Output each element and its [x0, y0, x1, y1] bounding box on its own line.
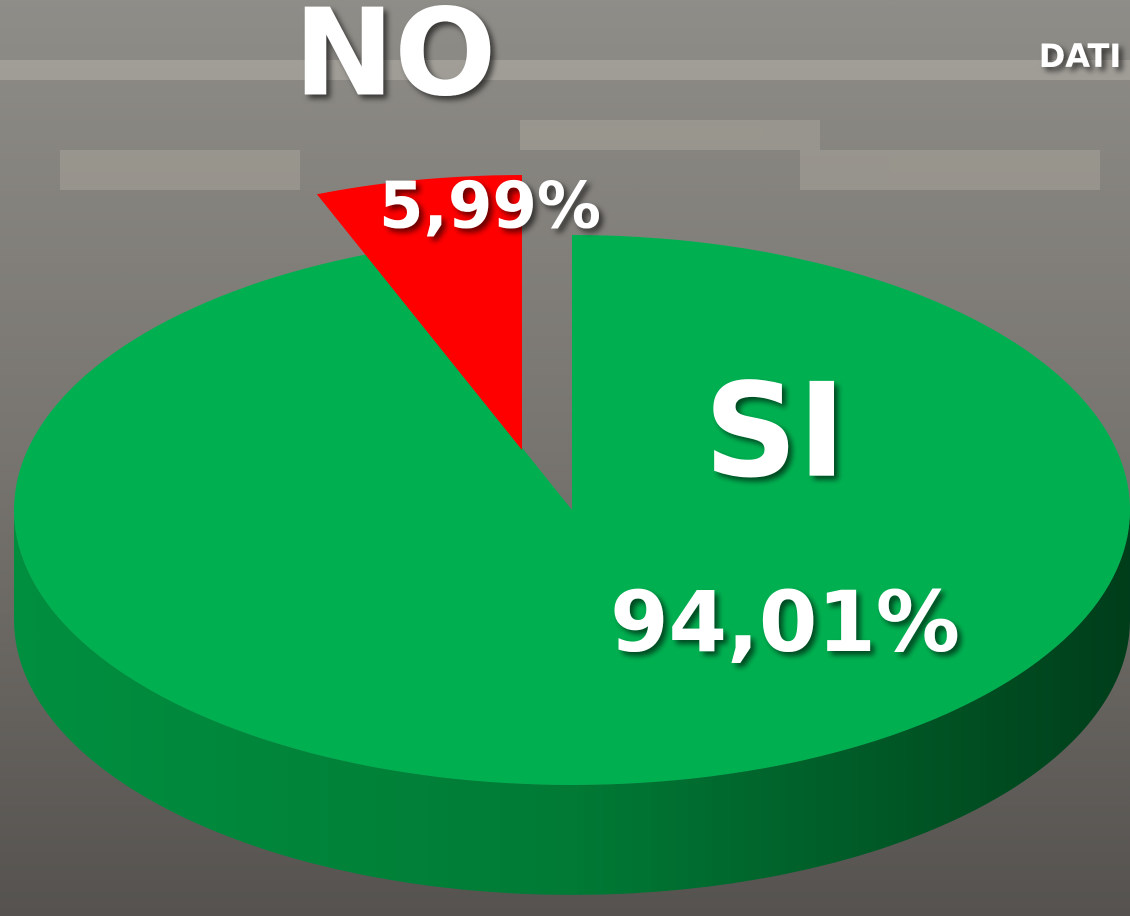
category-label: NO — [294, 0, 496, 124]
value-label: 5,99% — [379, 170, 601, 244]
value-label: 94,01% — [610, 573, 960, 671]
chart: DATI SI 94,01% NO 5,99% — [0, 0, 1130, 916]
category-label: SI — [704, 355, 846, 507]
corner-label: DATI — [1039, 37, 1122, 75]
